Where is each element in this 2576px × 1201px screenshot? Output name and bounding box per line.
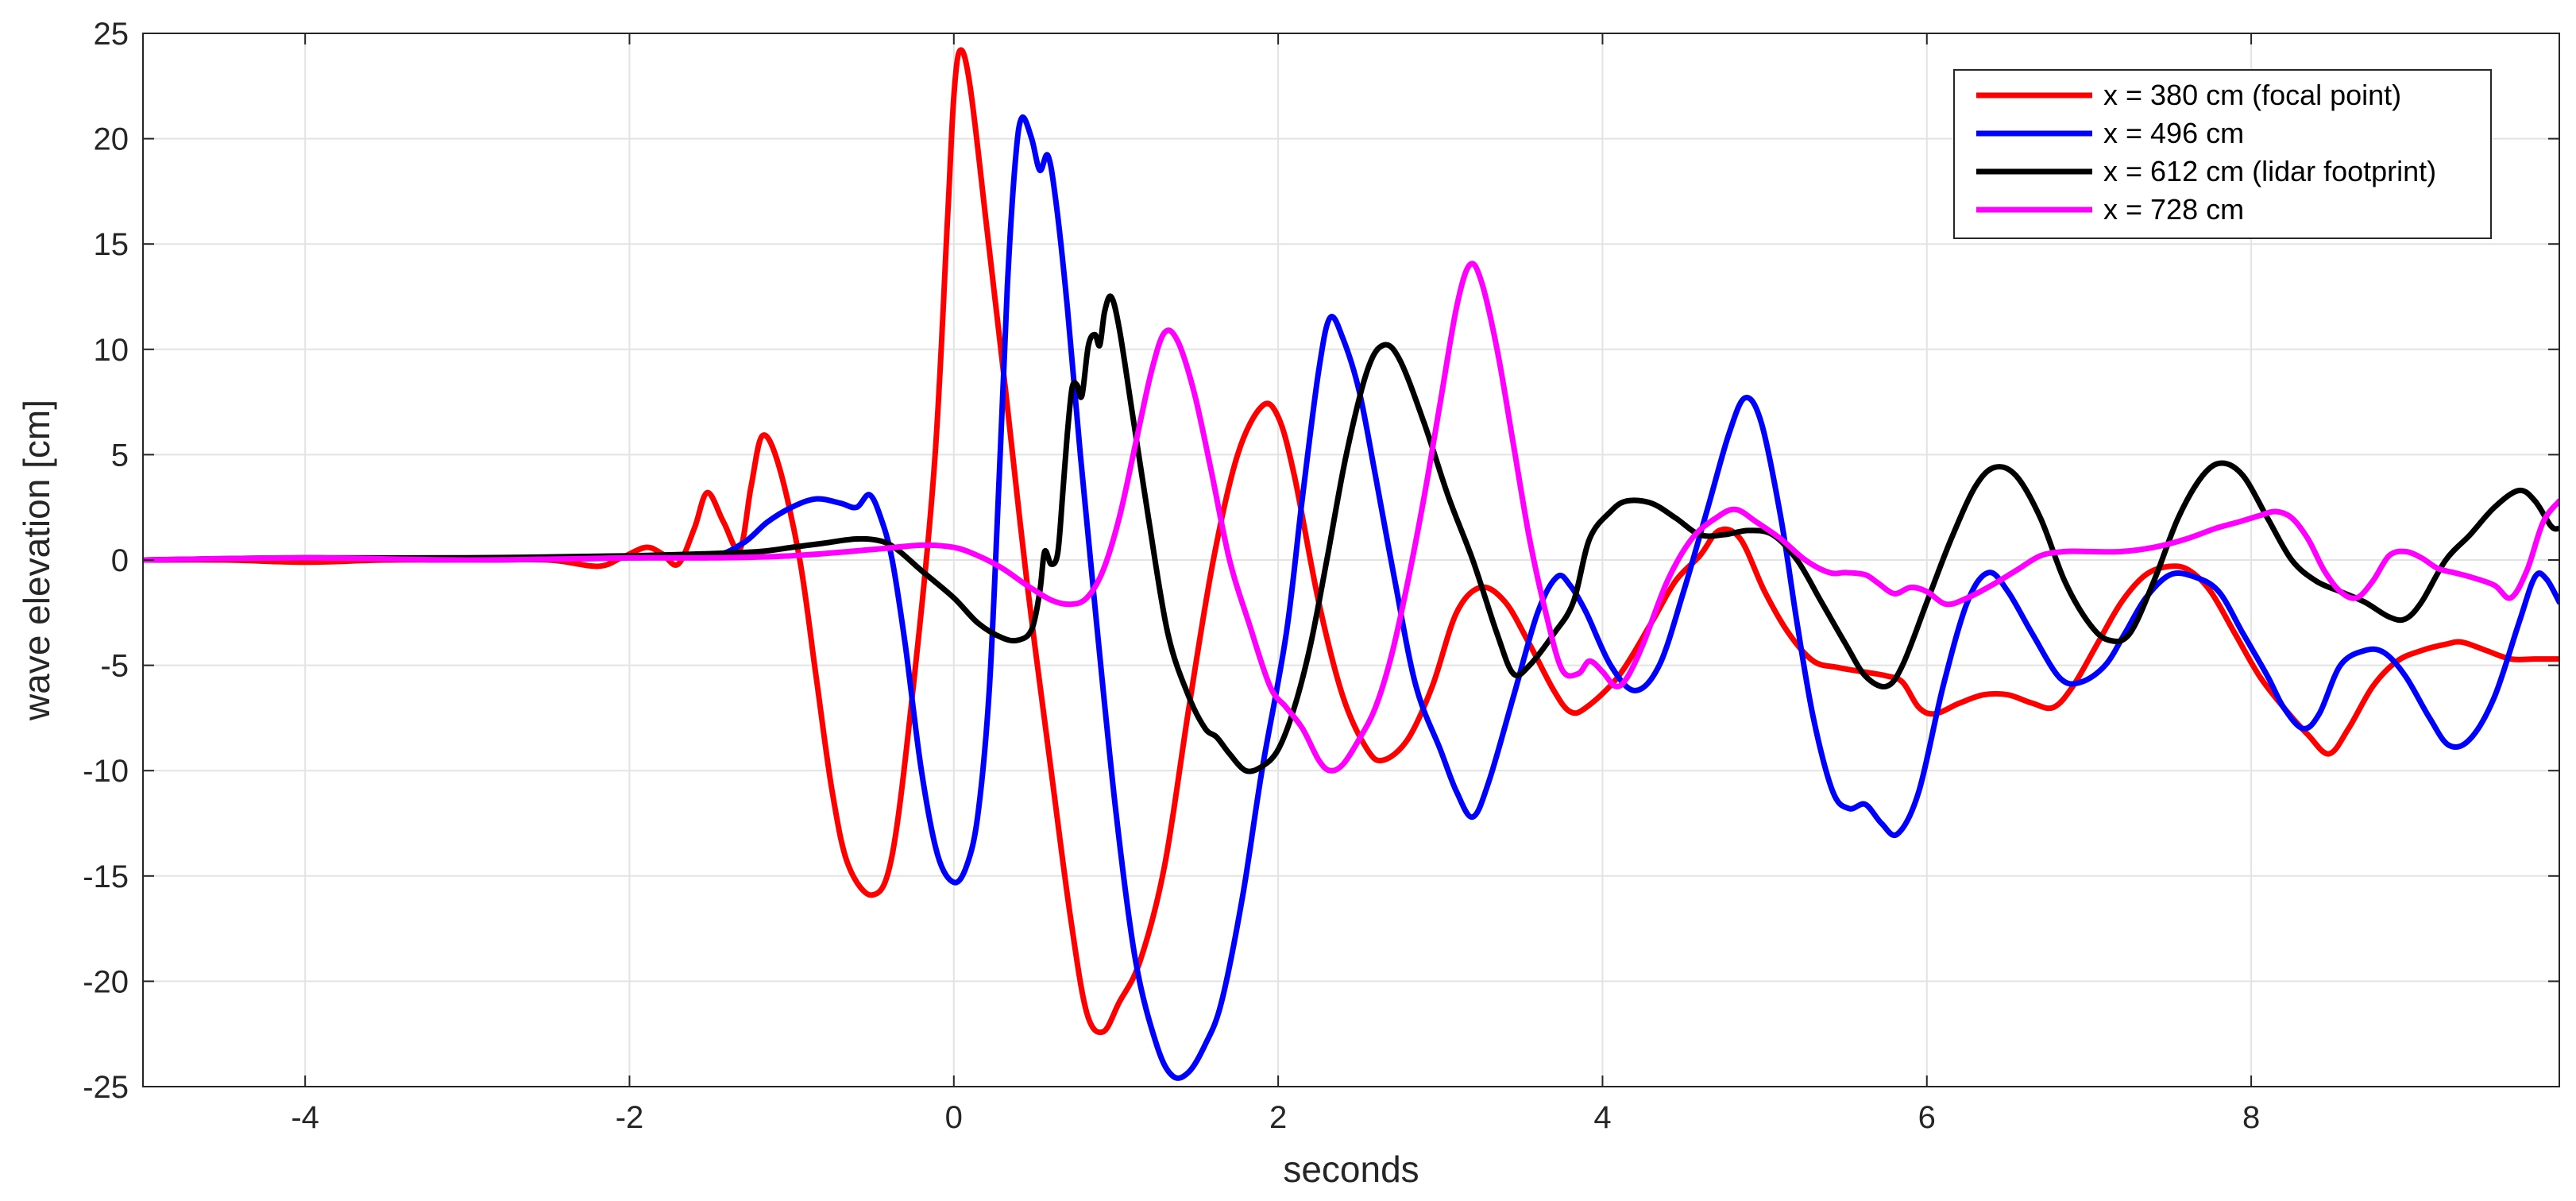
x-tick-label: -4	[291, 1100, 319, 1135]
y-tick-label: -25	[83, 1070, 129, 1105]
legend-label: x = 612 cm (lidar footprint)	[2103, 155, 2436, 187]
series-line-380cm	[143, 47, 2559, 1036]
series-line-612cm	[143, 293, 2559, 774]
legend-label: x = 728 cm	[2103, 193, 2244, 226]
series-layer	[143, 47, 2559, 1081]
x-tick-label: 2	[1269, 1100, 1287, 1135]
legend-label: x = 496 cm	[2103, 117, 2244, 149]
y-tick-label: 25	[94, 17, 129, 52]
y-tick-label: -15	[83, 859, 129, 894]
x-tick-label: 8	[2242, 1100, 2260, 1135]
legend-label: x = 380 cm (focal point)	[2103, 79, 2401, 111]
y-tick-label: 15	[94, 227, 129, 262]
x-tick-label: 4	[1593, 1100, 1611, 1135]
y-axis-title: wave elevation [cm]	[16, 400, 57, 721]
axis-ticks	[143, 33, 2559, 1087]
y-tick-label: 0	[111, 543, 129, 578]
x-axis-title: seconds	[1283, 1149, 1419, 1190]
x-tick-label: 0	[945, 1100, 963, 1135]
y-tick-label: 10	[94, 333, 129, 368]
x-tick-label: -2	[616, 1100, 644, 1135]
y-tick-label: -5	[100, 649, 129, 684]
legend: x = 380 cm (focal point) x = 496 cm x = 61…	[1953, 69, 2492, 239]
y-tick-label: -20	[83, 964, 129, 999]
y-tick-label: 20	[94, 122, 129, 157]
y-tick-label: -10	[83, 754, 129, 789]
y-tick-label: 5	[111, 438, 129, 473]
series-line-728cm	[143, 261, 2559, 774]
x-tick-label: 6	[1918, 1100, 1936, 1135]
